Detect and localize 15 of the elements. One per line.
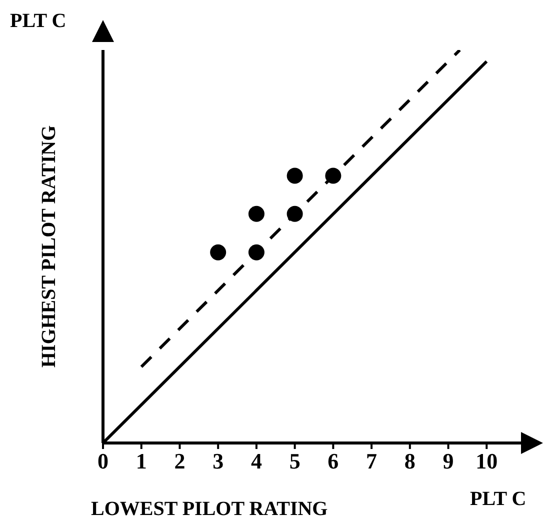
- x-tick-label: 7: [366, 448, 378, 474]
- x-tick-label: 2: [174, 448, 186, 474]
- y-axis-title: HIGHEST PILOT RATING: [38, 124, 60, 368]
- x-tick-label: 10: [476, 448, 498, 474]
- x-tick-label: 3: [212, 448, 224, 474]
- x-tick-label: 5: [289, 448, 300, 474]
- x-tick-label: 9: [442, 448, 454, 474]
- text: PLT C: [470, 488, 526, 511]
- x-tick-label: 0: [98, 448, 108, 474]
- x-axis-title: LOWEST PILOT RATING: [91, 498, 328, 520]
- x-tick-label: 4: [250, 448, 262, 474]
- x-tick-label: 8: [404, 448, 416, 474]
- text: PLT C: [10, 10, 66, 33]
- x-tick-label: 6: [328, 448, 339, 474]
- x-tick-label: 1: [136, 448, 147, 474]
